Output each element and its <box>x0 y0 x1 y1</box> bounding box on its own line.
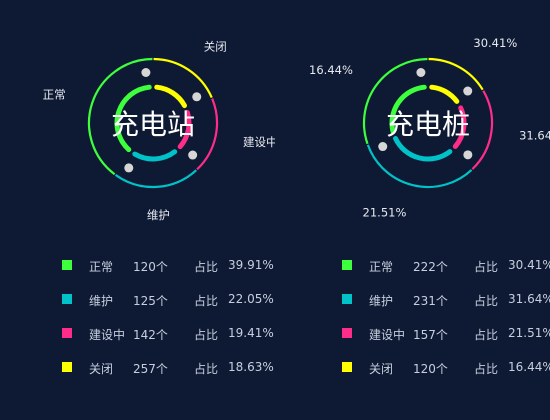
legend-percent: 31.64% <box>508 292 550 306</box>
legend-swatch-maintain <box>342 294 352 304</box>
ring-outer-building <box>471 90 494 170</box>
legend-swatch-normal <box>62 260 72 270</box>
legend-percent: 39.91% <box>228 258 274 272</box>
ring-inner-normal <box>389 84 427 134</box>
slice-label-normal: 16.44% <box>309 63 353 77</box>
chart-title: 充电站 <box>111 108 195 141</box>
ring-outer-closed <box>153 57 213 98</box>
marker-dot-closed <box>463 86 473 96</box>
legend-percent: 30.41% <box>508 258 550 272</box>
slice-label-building: 31.64% <box>519 129 550 143</box>
ring-inner-building <box>177 110 192 150</box>
ring-inner-normal <box>114 84 152 153</box>
legend-label: 建设中 <box>89 328 126 342</box>
legend-swatch-building <box>342 328 352 338</box>
legend-count: 257个 <box>133 362 168 376</box>
ring-outer-building <box>196 98 219 171</box>
legend-ratio-label: 占比 <box>194 260 219 274</box>
legend-ratio-label: 占比 <box>474 362 499 376</box>
ring-outer-normal <box>87 57 153 176</box>
legend-ratio-label: 占比 <box>474 294 499 308</box>
donut-chart-pile: 充电桩 30.41% 31.64% 21.51% 16.44% <box>309 36 550 219</box>
marker-dot-normal <box>416 68 426 77</box>
marker-dot-building <box>188 150 198 160</box>
legend-count: 120个 <box>133 260 168 274</box>
legend-count: 231个 <box>413 294 448 308</box>
legend-label: 关闭 <box>369 362 394 376</box>
slice-label-maintain: 维护 <box>147 208 170 222</box>
legend-label: 建设中 <box>369 328 406 342</box>
marker-dot-maintain <box>378 142 388 152</box>
ring-outer-maintain <box>114 169 198 189</box>
legend-swatch-normal <box>342 260 352 270</box>
slice-label-closed: 30.41% <box>473 36 517 50</box>
slice-label-closed: 关闭 <box>204 39 227 53</box>
ring-outer-closed <box>428 57 484 91</box>
slice-label-maintain: 21.51% <box>363 205 407 219</box>
ring-inner-building <box>452 105 467 149</box>
slice-label-building: 建设中 <box>243 135 275 149</box>
legend-percent: 19.41% <box>228 326 274 340</box>
marker-dot-building <box>463 150 473 160</box>
legend-swatch-building <box>62 328 72 338</box>
marker-dot-normal <box>141 68 151 77</box>
legend-swatch-closed <box>62 362 72 372</box>
legend-count: 120个 <box>413 362 448 376</box>
legend-count: 222个 <box>413 260 448 274</box>
marker-dot-maintain <box>124 163 134 173</box>
chart-title: 充电桩 <box>386 108 470 141</box>
legend-ratio-label: 占比 <box>474 260 499 274</box>
legend-label: 维护 <box>369 294 394 308</box>
legend-percent: 21.51% <box>508 326 550 340</box>
ring-outer-normal <box>362 57 428 145</box>
legend-ratio-label: 占比 <box>194 328 219 342</box>
ring-inner-closed <box>154 84 188 109</box>
slice-label-normal: 正常 <box>43 87 66 101</box>
legend-count: 142个 <box>133 328 168 342</box>
legend-percent: 22.05% <box>228 292 274 306</box>
ring-outer-maintain <box>366 144 473 189</box>
ring-inner-maintain <box>132 149 178 162</box>
legend-percent: 16.44% <box>508 360 550 374</box>
marker-dot-closed <box>192 92 202 102</box>
legend-swatch-closed <box>342 362 352 372</box>
legend-ratio-label: 占比 <box>194 294 219 308</box>
ring-inner-closed <box>429 84 460 104</box>
legend-label: 正常 <box>369 260 394 274</box>
legend-swatch-maintain <box>62 294 72 304</box>
legend-label: 维护 <box>89 294 114 308</box>
legend-label: 关闭 <box>89 362 114 376</box>
legend-ratio-label: 占比 <box>474 328 499 342</box>
legend-label: 正常 <box>89 260 114 274</box>
legend-ratio-label: 占比 <box>194 362 219 376</box>
legend-percent: 18.63% <box>228 360 274 374</box>
ring-inner-maintain <box>393 135 453 162</box>
legend-count: 157个 <box>413 328 448 342</box>
legend-count: 125个 <box>133 294 168 308</box>
